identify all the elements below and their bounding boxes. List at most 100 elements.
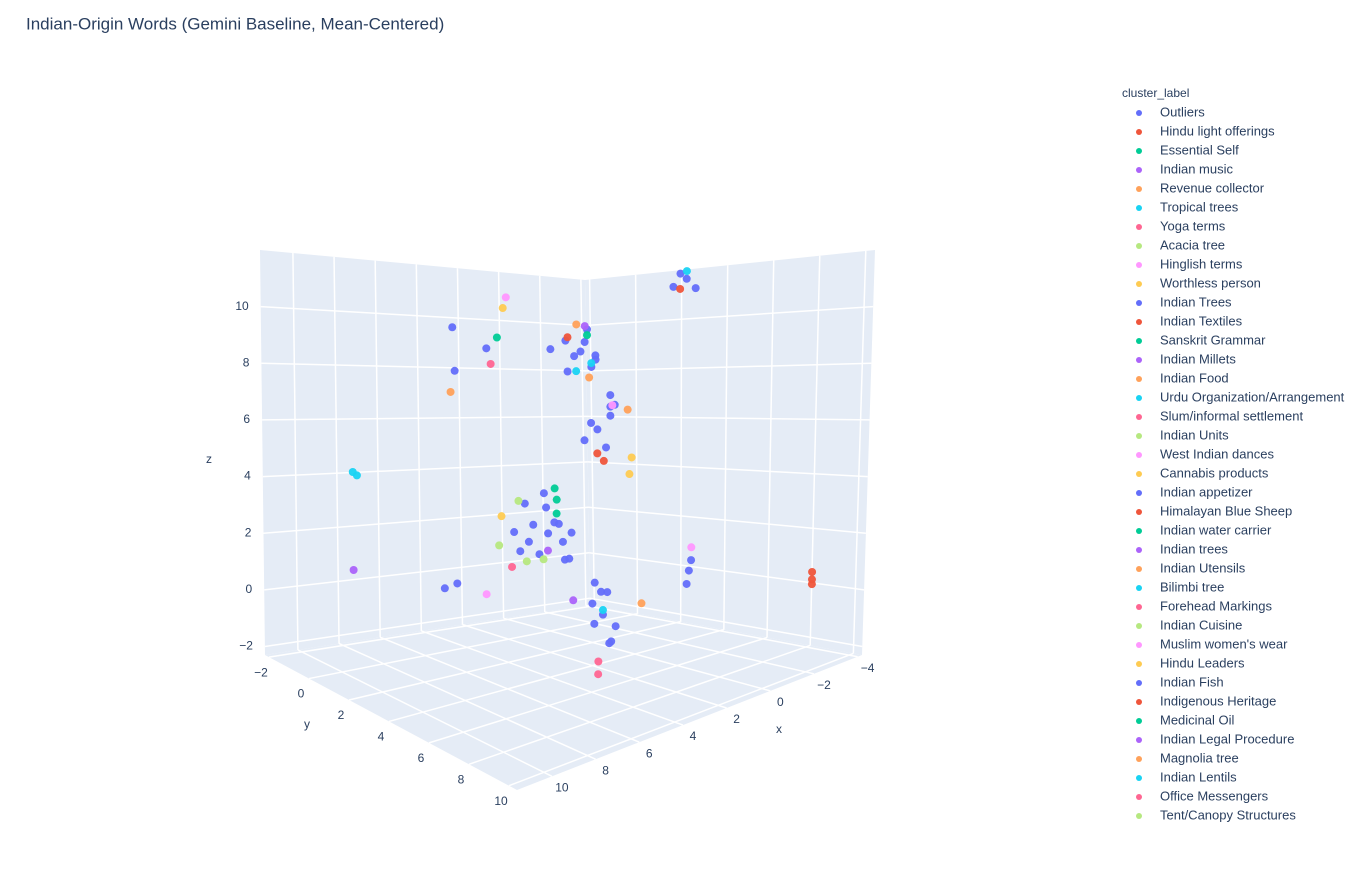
point [682,267,691,276]
legend-label: Office Messengers [1160,788,1269,803]
point [807,580,816,589]
point [603,588,612,597]
legend-label: Yoga terms [1160,218,1226,233]
legend-marker [1136,186,1142,192]
point [572,367,581,376]
legend-marker [1136,357,1142,363]
legend-marker [1136,471,1142,477]
point [580,322,589,331]
grid-line [634,274,639,614]
x-tick-label: 0 [777,695,784,709]
legend-marker [1136,262,1142,268]
grid-line [544,611,815,675]
point [684,566,693,575]
point [514,496,523,505]
z-tick-label: −2 [239,639,253,653]
grid-line [462,623,727,709]
point [539,555,548,564]
z-tick-label: 0 [246,582,253,596]
legend-label: Indian Trees [1160,294,1232,309]
y-tick-label: 2 [338,708,345,722]
point [590,619,599,628]
point [486,359,495,368]
legend-label: Indian appetizer [1160,484,1253,499]
grid-line [587,461,868,478]
point [602,443,611,452]
legend-label: Hindu light offerings [1160,123,1275,138]
legend-label: Indigenous Heritage [1160,693,1276,708]
point [808,567,817,576]
point [611,622,620,631]
scene: −2 0 2 4 6 8 10 −2 0 2 4 6 8 10 −4 −2 0 2 4 6 8 10 z y x [206,250,875,808]
y-tick-label: 8 [458,772,465,786]
point [682,274,691,283]
z-tick-label: 6 [243,412,250,426]
grid-line [333,256,340,644]
y-tick-label: 0 [298,687,305,701]
grid-line [415,264,423,631]
grid-line [468,644,811,765]
point [552,509,561,518]
legend-marker [1136,167,1142,173]
point [516,547,525,556]
point [498,304,507,313]
point [497,512,506,521]
legend-label: Indian Fish [1160,674,1224,689]
grid-line [585,305,874,327]
grid-line [374,260,381,638]
point [563,367,572,376]
legend-marker [1136,623,1142,629]
legend-label: Indian Millets [1160,351,1236,366]
point [495,541,504,550]
legend-label: Indian Food [1160,370,1229,385]
legend-marker [1136,129,1142,135]
point [627,453,636,462]
legend-label: Muslim women's wear [1160,636,1288,651]
grid-line [456,268,464,625]
grid-line [264,551,590,591]
legend-marker [1136,737,1142,743]
legend-label: Indian trees [1160,541,1228,556]
point [508,562,517,571]
grid-line [263,506,589,534]
legend-marker [1136,699,1142,705]
legend-label: Urdu Organization/Arrangement [1160,389,1345,404]
point [682,579,691,588]
point [544,529,553,538]
grid-line [421,630,684,726]
grid-line [766,260,775,638]
x-tick-label: −4 [861,661,875,675]
legend-label: Indian Textiles [1160,313,1243,328]
legend-label: Himalayan Blue Sheep [1160,503,1292,518]
legend-marker [1136,281,1142,287]
legend-label: Magnolia tree [1160,750,1239,765]
y-tick-label: 6 [418,751,425,765]
x-axis-title: x [776,722,782,736]
legend-label: West Indian dances [1160,446,1274,461]
point [669,282,678,291]
point [580,338,589,347]
point [565,554,574,563]
legend-marker [1136,585,1142,591]
grid-line [586,362,872,372]
point [608,401,617,410]
point [567,528,576,537]
point [482,590,491,599]
point [446,387,455,396]
point [599,456,608,465]
legend-label: Indian Cuisine [1160,617,1242,632]
point [448,323,457,332]
point [687,543,696,552]
point [593,449,602,458]
legend-label: Outliers [1160,104,1205,119]
point [587,359,596,368]
grid-line [297,649,553,778]
point [453,579,462,588]
point [585,373,594,382]
point [576,347,585,356]
point [606,391,615,400]
point [625,470,634,479]
point [598,606,607,615]
grid-line [585,604,858,658]
